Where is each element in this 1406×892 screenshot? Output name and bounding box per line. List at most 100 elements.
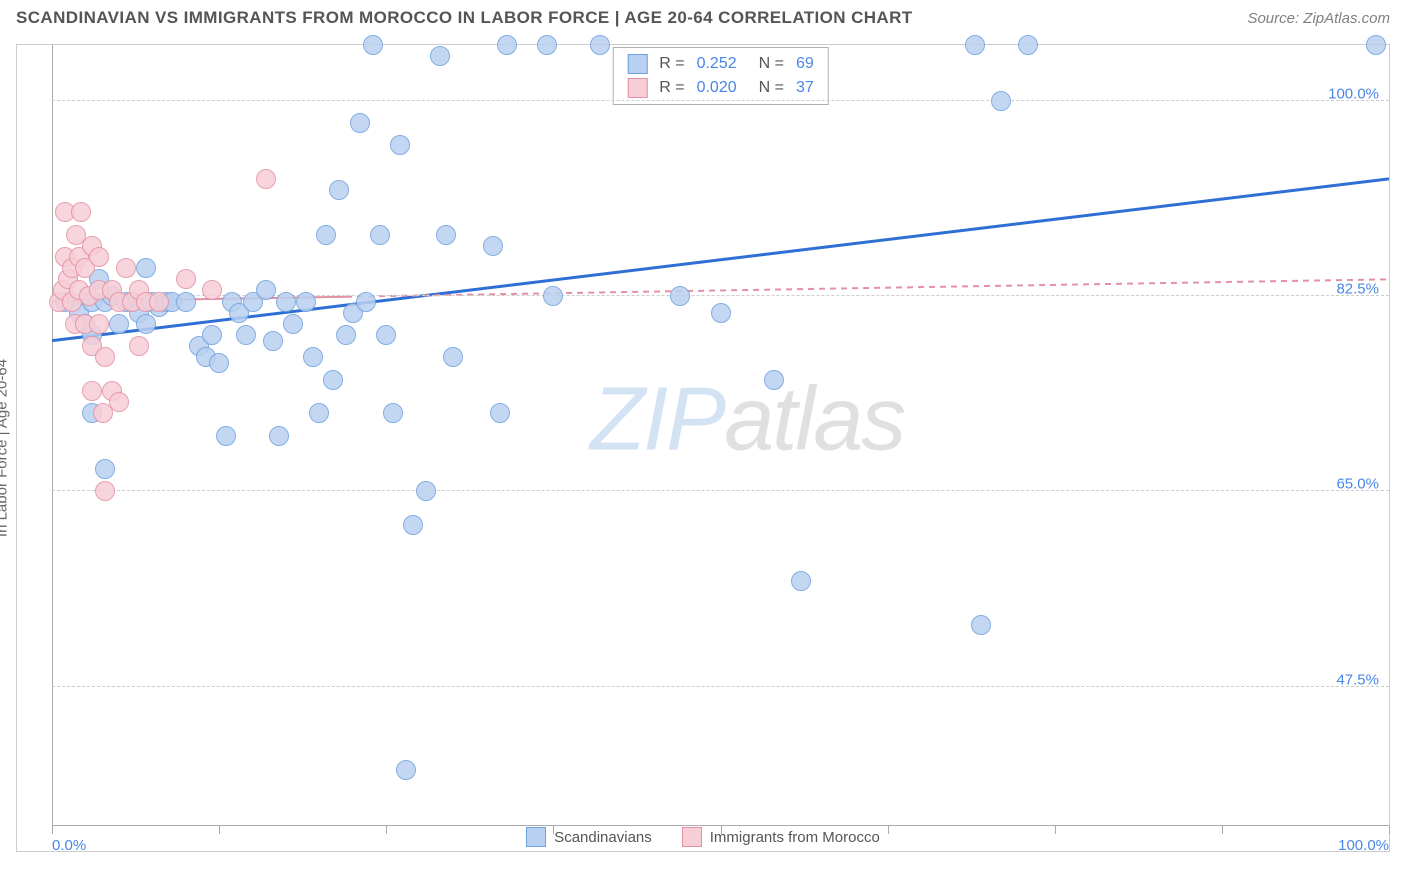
legend-label: Scandinavians — [554, 829, 652, 846]
scatter-point — [791, 571, 811, 591]
n-label: N = — [759, 52, 784, 76]
scatter-point — [537, 35, 557, 55]
legend-swatch — [682, 827, 702, 847]
scatter-point — [416, 481, 436, 501]
y-tick-label: 82.5% — [1336, 281, 1379, 298]
scatter-point — [176, 269, 196, 289]
scatter-point — [991, 91, 1011, 111]
scatter-point — [202, 280, 222, 300]
scatter-point — [129, 336, 149, 356]
y-tick-label: 65.0% — [1336, 476, 1379, 493]
scatter-point — [296, 292, 316, 312]
scatter-point — [670, 286, 690, 306]
n-value: 69 — [796, 52, 814, 76]
chart-source: Source: ZipAtlas.com — [1247, 10, 1390, 27]
scatter-point — [376, 325, 396, 345]
chart-title: SCANDINAVIAN VS IMMIGRANTS FROM MOROCCO … — [16, 8, 913, 28]
scatter-point — [202, 325, 222, 345]
scatter-point — [370, 225, 390, 245]
scatter-point — [490, 403, 510, 423]
scatter-point — [497, 35, 517, 55]
scatter-point — [136, 258, 156, 278]
legend-item: Scandinavians — [526, 827, 652, 847]
scatter-point — [1018, 35, 1038, 55]
scatter-point — [590, 35, 610, 55]
scatter-point — [95, 481, 115, 501]
scatter-point — [711, 303, 731, 323]
scatter-point — [390, 135, 410, 155]
scatter-point — [269, 426, 289, 446]
watermark-atlas: atlas — [724, 369, 904, 469]
scatter-point — [443, 347, 463, 367]
scatter-point — [356, 292, 376, 312]
scatter-point — [256, 169, 276, 189]
regression-lines — [52, 45, 1389, 826]
scatter-point — [89, 247, 109, 267]
legend-swatch — [526, 827, 546, 847]
scatter-point — [276, 292, 296, 312]
scatter-point — [329, 180, 349, 200]
r-value: 0.020 — [697, 76, 737, 100]
gridline — [52, 686, 1389, 687]
gridline — [52, 100, 1389, 101]
scatter-point — [396, 760, 416, 780]
legend-item: Immigrants from Morocco — [682, 827, 880, 847]
scatter-point — [971, 615, 991, 635]
r-label: R = — [659, 76, 684, 100]
scatter-point — [965, 35, 985, 55]
scatter-point — [430, 46, 450, 66]
y-tick-label: 47.5% — [1336, 671, 1379, 688]
scatter-point — [483, 236, 503, 256]
gridline — [52, 44, 1389, 45]
scatter-point — [209, 353, 229, 373]
legend-swatch — [627, 78, 647, 98]
scatter-point — [543, 286, 563, 306]
scatter-point — [136, 314, 156, 334]
legend-row: R = 0.252 N = 69 — [627, 52, 814, 76]
scatter-point — [309, 403, 329, 423]
n-value: 37 — [796, 76, 814, 100]
scatter-point — [316, 225, 336, 245]
scatter-point — [323, 370, 343, 390]
scatter-point — [109, 314, 129, 334]
series-legend: Scandinavians Immigrants from Morocco — [17, 827, 1389, 847]
chart-header: SCANDINAVIAN VS IMMIGRANTS FROM MOROCCO … — [0, 0, 1406, 32]
chart-frame: ZIPatlas R = 0.252 N = 69 R = 0.020 N = 37 47.5… — [16, 44, 1390, 852]
correlation-legend: R = 0.252 N = 69 R = 0.020 N = 37 — [612, 47, 829, 105]
gridline — [52, 490, 1389, 491]
scatter-point — [403, 515, 423, 535]
scatter-point — [336, 325, 356, 345]
scatter-point — [71, 202, 91, 222]
scatter-point — [116, 258, 136, 278]
scatter-point — [256, 280, 276, 300]
legend-row: R = 0.020 N = 37 — [627, 76, 814, 100]
scatter-point — [216, 426, 236, 446]
scatter-point — [95, 347, 115, 367]
scatter-point — [283, 314, 303, 334]
scatter-point — [436, 225, 456, 245]
legend-swatch — [627, 54, 647, 74]
scatter-point — [1366, 35, 1386, 55]
x-tick — [1389, 826, 1390, 834]
scatter-point — [363, 35, 383, 55]
scatter-point — [109, 392, 129, 412]
scatter-point — [350, 113, 370, 133]
scatter-point — [303, 347, 323, 367]
scatter-point — [263, 331, 283, 351]
watermark-zip: ZIP — [590, 369, 724, 469]
y-axis-label: In Labor Force | Age 20-64 — [0, 359, 11, 537]
scatter-point — [236, 325, 256, 345]
scatter-point — [95, 459, 115, 479]
legend-label: Immigrants from Morocco — [710, 829, 880, 846]
r-value: 0.252 — [697, 52, 737, 76]
scatter-point — [149, 292, 169, 312]
y-tick-label: 100.0% — [1328, 85, 1379, 102]
watermark: ZIPatlas — [590, 368, 904, 471]
scatter-point — [89, 314, 109, 334]
scatter-point — [764, 370, 784, 390]
n-label: N = — [759, 76, 784, 100]
scatter-point — [176, 292, 196, 312]
r-label: R = — [659, 52, 684, 76]
plot-area: ZIPatlas R = 0.252 N = 69 R = 0.020 N = 37 47.5… — [52, 45, 1389, 826]
scatter-point — [82, 381, 102, 401]
